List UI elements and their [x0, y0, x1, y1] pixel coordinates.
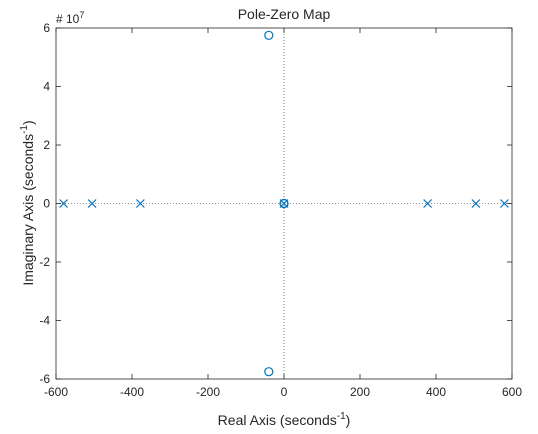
y-tick-label: 0 [43, 197, 50, 211]
pole-marker [59, 199, 69, 208]
x-tick-label: 600 [502, 385, 522, 399]
y-tick-label: 2 [43, 138, 50, 152]
x-axis-title: Real Axis (seconds-1) [218, 411, 351, 428]
y-tick-label: -2 [39, 255, 50, 269]
pole-marker [471, 199, 481, 208]
y-exponent-power: 7 [79, 10, 84, 20]
axis-ticks [55, 27, 513, 380]
y-axis-title: Imaginary Axis (seconds-1) [19, 120, 36, 285]
pole-marker [499, 199, 509, 208]
x-tick-label: 0 [281, 385, 288, 399]
y-axis-title-sup: -1 [19, 125, 30, 134]
plot-title: Pole-Zero Map [238, 6, 331, 22]
y-axis-title-end: ) [20, 120, 36, 125]
y-tick-label: 4 [43, 80, 50, 94]
x-axis-title-sup: -1 [337, 411, 346, 422]
zero-marker [264, 367, 274, 377]
y-tick-label: -4 [39, 314, 50, 328]
x-tick-label: -400 [120, 385, 144, 399]
zero-marker [264, 30, 274, 40]
x-axis-title-main: Real Axis (seconds [218, 412, 337, 428]
x-axis-title-end: ) [346, 412, 351, 428]
y-tick-label: 6 [43, 21, 50, 35]
x-tick-label: 200 [350, 385, 370, 399]
y-tick-label: -6 [39, 372, 50, 386]
pole-marker [135, 199, 145, 208]
x-tick-label: -600 [44, 385, 68, 399]
x-tick-label: -200 [196, 385, 220, 399]
x-tick-label: 400 [426, 385, 446, 399]
y-tick-labels: -6 -4 -2 0 2 4 6 [39, 21, 50, 386]
y-axis-title-main: Imaginary Axis (seconds [20, 134, 36, 286]
y-exponent-label: # 107 [56, 10, 84, 26]
pole-marker [423, 199, 433, 208]
y-exponent-prefix: # 10 [56, 12, 80, 26]
pole-marker [87, 199, 97, 208]
x-tick-labels: -600 -400 -200 0 200 400 600 [44, 385, 522, 399]
zero-marker [279, 198, 289, 209]
markers [59, 30, 509, 377]
